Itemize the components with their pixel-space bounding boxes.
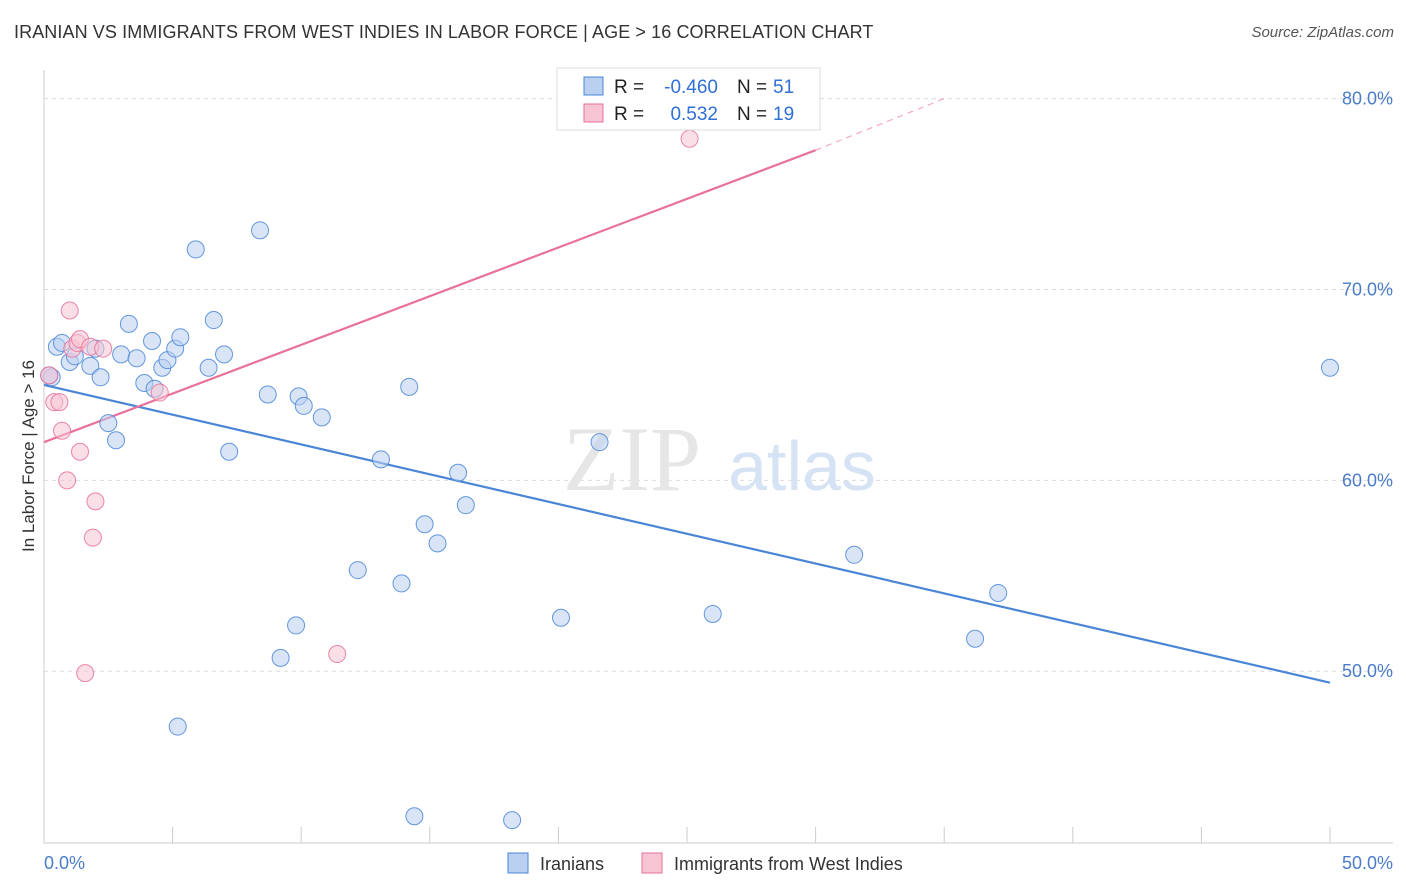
series-legend-label-iranians: Iranians — [540, 854, 604, 874]
point-0-19 — [171, 328, 190, 347]
stats-legend: R = -0.460 N = 51 R = 0.532 N = 19 — [556, 67, 821, 131]
point-0-21 — [186, 240, 205, 259]
point-1-4 — [58, 471, 77, 490]
legend-n-value-2: 19 — [773, 104, 794, 125]
point-0-42 — [503, 811, 522, 830]
legend-r-value-1: -0.460 — [664, 77, 718, 98]
point-0-24 — [215, 345, 234, 364]
point-0-39 — [428, 534, 447, 553]
point-0-48 — [989, 583, 1008, 602]
series-legend-label-west-indies: Immigrants from West Indies — [674, 854, 903, 874]
point-1-13 — [86, 492, 105, 511]
point-0-31 — [294, 396, 313, 415]
point-0-9 — [107, 431, 126, 450]
point-0-20 — [168, 717, 187, 736]
legend-r-value-2: 0.532 — [670, 104, 718, 125]
series-legend-swatch-west-indies — [641, 852, 663, 874]
chart-source: Source: ZipAtlas.com — [1251, 24, 1394, 41]
point-0-29 — [287, 616, 306, 635]
trend-line-dashed-1 — [815, 98, 945, 151]
trend-line-0 — [43, 383, 1331, 684]
point-0-28 — [271, 648, 290, 667]
trend-lines — [43, 98, 1331, 684]
point-0-47 — [966, 629, 985, 648]
point-0-5 — [81, 356, 100, 375]
point-1-3 — [53, 421, 72, 440]
axes — [43, 70, 1393, 844]
point-1-16 — [328, 645, 347, 664]
point-0-32 — [312, 408, 331, 427]
point-1-10 — [76, 664, 95, 683]
watermark-zip: ZIP — [563, 408, 701, 510]
point-1-9 — [71, 442, 90, 461]
legend-n-value-1: 51 — [773, 77, 794, 98]
legend-n-label-2: N = — [737, 104, 767, 125]
point-0-49 — [1321, 358, 1339, 377]
point-0-8 — [99, 414, 118, 433]
point-0-7 — [91, 368, 110, 387]
point-0-27 — [258, 385, 277, 404]
trend-line-1 — [43, 149, 816, 444]
point-0-26 — [251, 221, 270, 240]
point-1-2 — [50, 393, 69, 412]
chart-title: IRANIAN VS IMMIGRANTS FROM WEST INDIES I… — [14, 22, 874, 42]
watermark-atlas: atlas — [728, 427, 876, 505]
point-0-36 — [400, 377, 419, 396]
x-tick-max: 50.0% — [1342, 853, 1393, 873]
data-points — [40, 89, 1339, 830]
x-tick-min: 0.0% — [44, 853, 85, 873]
legend-n-label-1: N = — [737, 77, 767, 98]
point-0-45 — [703, 604, 722, 623]
point-0-37 — [405, 807, 424, 826]
point-0-25 — [220, 442, 239, 461]
point-1-0 — [40, 366, 59, 385]
point-0-34 — [371, 450, 390, 469]
legend-swatch-west-indies — [583, 103, 604, 123]
point-1-18 — [680, 129, 699, 148]
point-0-41 — [456, 496, 475, 515]
point-1-14 — [94, 339, 113, 358]
y-tick-label-3: 50.0% — [1342, 661, 1393, 681]
watermark: ZIP atlas — [563, 408, 876, 510]
point-0-35 — [392, 574, 411, 593]
point-0-33 — [348, 561, 367, 580]
gridlines — [44, 98, 1393, 672]
point-1-12 — [83, 528, 102, 547]
point-0-23 — [204, 311, 223, 330]
point-0-14 — [143, 332, 162, 351]
series-legend-swatch-iranians — [507, 852, 529, 874]
point-0-43 — [551, 608, 570, 627]
y-tick-labels: 80.0% 70.0% 60.0% 50.0% — [1342, 89, 1393, 682]
series-legend: Iranians Immigrants from West Indies — [507, 852, 903, 874]
y-tick-label-1: 70.0% — [1342, 279, 1393, 299]
point-0-22 — [199, 358, 218, 377]
point-0-10 — [112, 345, 131, 364]
point-0-40 — [449, 463, 468, 482]
legend-swatch-iranians — [583, 76, 604, 96]
legend-r-label-1: R = — [614, 77, 644, 98]
y-tick-label-0: 80.0% — [1342, 89, 1393, 109]
point-0-11 — [119, 314, 138, 333]
legend-r-label-2: R = — [614, 104, 644, 125]
point-0-46 — [845, 545, 864, 564]
point-0-38 — [415, 515, 434, 534]
point-0-12 — [127, 349, 146, 368]
point-1-15 — [150, 383, 169, 402]
point-0-44 — [590, 433, 609, 452]
y-tick-label-2: 60.0% — [1342, 470, 1393, 490]
point-1-5 — [60, 301, 79, 320]
y-axis-label: In Labor Force | Age > 16 — [19, 360, 38, 552]
